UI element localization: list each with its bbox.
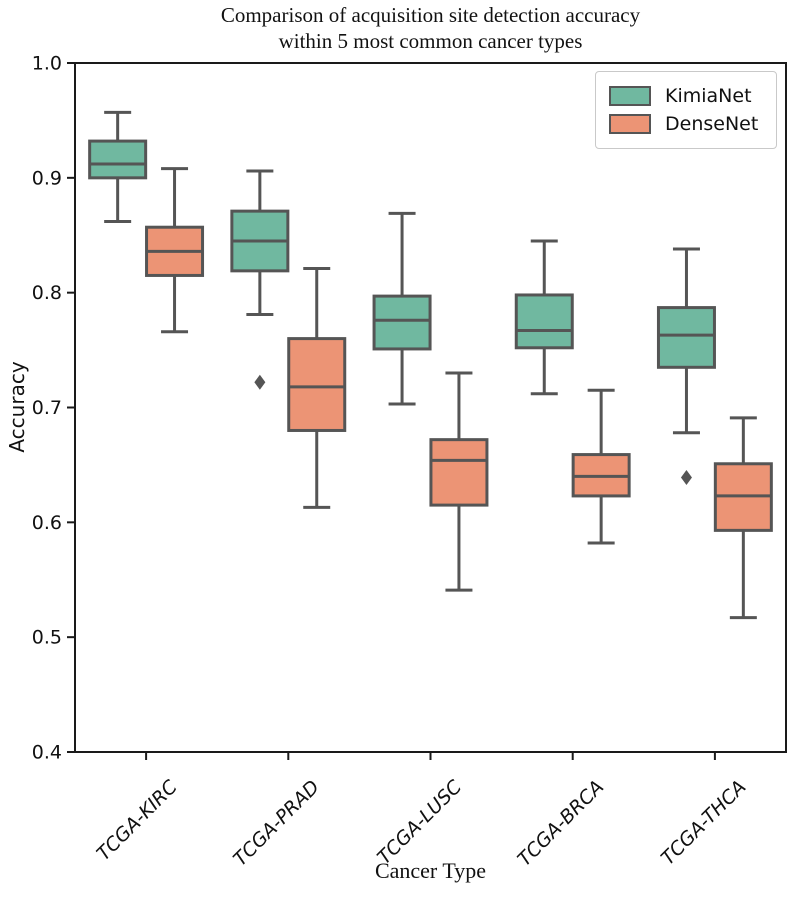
chart-title-line2: within 5 most common cancer types xyxy=(278,29,583,53)
x-tick-label-tcga-lusc: TCGA-LUSC xyxy=(373,775,466,868)
box-kimianet-tcga-lusc xyxy=(372,294,432,351)
plot-border xyxy=(74,62,787,753)
box-kimianet-tcga-kirc xyxy=(88,139,148,180)
legend-label-kimianet: KimiaNet xyxy=(665,84,752,107)
y-tick-label: 0.5 xyxy=(32,627,62,649)
legend-swatch-kimianet xyxy=(609,86,651,106)
y-tick-label: 0.6 xyxy=(32,512,62,534)
y-tick-label: 0.9 xyxy=(32,167,62,189)
x-tick-label-tcga-brca: TCGA-BRCA xyxy=(514,776,609,871)
outlier-kimianet-tcga-prad xyxy=(254,374,266,390)
box-densenet-tcga-lusc xyxy=(429,438,489,507)
box-kimianet-tcga-thca xyxy=(656,306,716,369)
x-axis-label: Cancer Type xyxy=(374,858,487,883)
box-kimianet-tcga-brca xyxy=(514,293,574,350)
legend-label-densenet: DenseNet xyxy=(665,112,759,135)
y-tick-label: 1.0 xyxy=(32,53,62,75)
legend-item-kimianet: KimiaNet xyxy=(609,86,776,106)
chart-title-line1: Comparison of acquisition site detection… xyxy=(220,3,641,27)
y-tick-label: 0.8 xyxy=(32,282,62,304)
y-tick-label: 0.7 xyxy=(32,397,62,419)
legend-item-densenet: DenseNet xyxy=(609,114,776,134)
legend-swatch-densenet xyxy=(609,114,651,134)
x-tick-label-tcga-thca: TCGA-THCA xyxy=(657,776,751,870)
x-tick-label-tcga-kirc: TCGA-KIRC xyxy=(93,775,183,865)
legend: KimiaNet DenseNet xyxy=(595,71,777,149)
outlier-kimianet-tcga-thca xyxy=(680,470,692,486)
chart-title: Comparison of acquisition site detection… xyxy=(75,2,786,54)
y-tick-label: 0.4 xyxy=(32,742,62,764)
box-densenet-tcga-prad xyxy=(287,337,347,432)
x-tick-label-tcga-prad: TCGA-PRAD xyxy=(229,776,324,871)
